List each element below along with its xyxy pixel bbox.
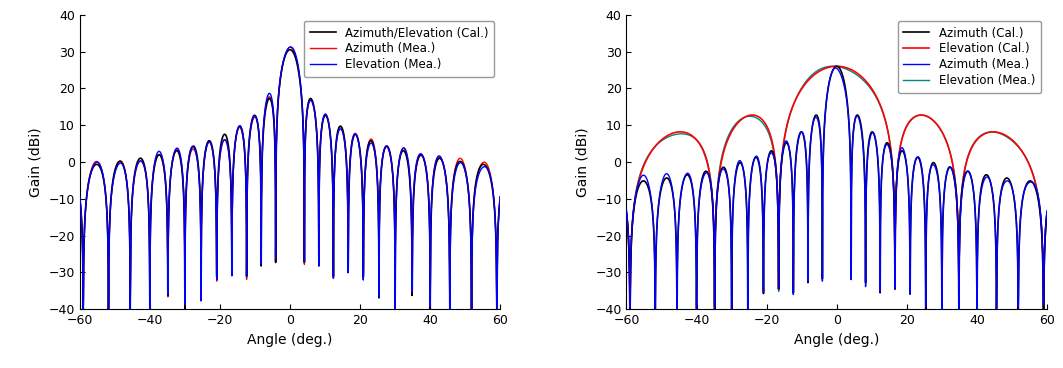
Azimuth (Mea.) <box>668 205 680 209</box>
Elevation (Cal.) <box>799 81 812 85</box>
Azimuth (Mea.) <box>829 66 842 70</box>
Azimuth/Elevation (Cal.) <box>77 307 89 311</box>
Line: Azimuth (Cal.): Azimuth (Cal.) <box>626 66 1047 309</box>
Line: Azimuth (Mea.): Azimuth (Mea.) <box>80 47 501 309</box>
Azimuth (Mea.) <box>486 183 499 187</box>
Elevation (Mea.) <box>77 307 89 311</box>
Elevation (Mea.) <box>486 184 499 189</box>
Azimuth/Elevation (Cal.) <box>284 47 297 52</box>
Azimuth/Elevation (Cal.) <box>494 195 507 199</box>
Azimuth (Cal.) <box>1041 211 1053 216</box>
Elevation (Cal.) <box>669 130 681 135</box>
Azimuth (Mea.) <box>147 176 159 180</box>
Azimuth/Elevation (Cal.) <box>147 177 159 181</box>
Azimuth (Cal.) <box>620 211 632 216</box>
Azimuth (Mea.) <box>620 209 632 213</box>
Azimuth (Cal.) <box>669 207 681 212</box>
Elevation (Mea.) <box>441 187 454 192</box>
Azimuth/Elevation (Cal.) <box>121 191 134 195</box>
Line: Elevation (Mea.): Elevation (Mea.) <box>626 66 1047 308</box>
Azimuth (Mea.) <box>235 127 248 131</box>
Azimuth (Cal.) <box>1032 202 1045 207</box>
Elevation (Mea.) <box>799 79 812 84</box>
Azimuth (Cal.) <box>799 155 812 159</box>
Azimuth/Elevation (Cal.) <box>73 195 86 199</box>
Azimuth (Mea.) <box>121 190 134 195</box>
Line: Elevation (Mea.): Elevation (Mea.) <box>80 47 501 309</box>
Elevation (Cal.) <box>830 64 843 68</box>
Azimuth (Mea.) <box>253 137 266 142</box>
Azimuth (Mea.) <box>77 307 89 311</box>
Elevation (Mea.) <box>620 208 632 213</box>
Elevation (Mea.) <box>147 174 159 179</box>
Elevation (Cal.) <box>988 130 1000 134</box>
Azimuth (Mea.) <box>73 195 86 199</box>
Legend: Azimuth (Cal.), Elevation (Cal.), Azimuth (Mea.), Elevation (Mea.): Azimuth (Cal.), Elevation (Cal.), Azimut… <box>897 21 1041 93</box>
Elevation (Mea.) <box>1032 199 1045 204</box>
X-axis label: Angle (deg.): Angle (deg.) <box>794 333 879 347</box>
Azimuth (Mea.) <box>799 153 812 157</box>
Elevation (Mea.) <box>781 121 794 125</box>
Y-axis label: Gain (dBi): Gain (dBi) <box>29 127 43 197</box>
Azimuth (Mea.) <box>1041 209 1053 213</box>
Legend: Azimuth/Elevation (Cal.), Azimuth (Mea.), Elevation (Mea.): Azimuth/Elevation (Cal.), Azimuth (Mea.)… <box>304 21 494 77</box>
Elevation (Mea.) <box>1041 208 1053 213</box>
Line: Azimuth (Mea.): Azimuth (Mea.) <box>626 68 1047 309</box>
Elevation (Cal.) <box>624 307 637 311</box>
Azimuth/Elevation (Cal.) <box>253 138 266 142</box>
Azimuth (Mea.) <box>284 45 297 49</box>
Azimuth (Mea.) <box>693 196 706 200</box>
Line: Elevation (Cal.): Elevation (Cal.) <box>626 66 1047 309</box>
Elevation (Mea.) <box>235 125 248 129</box>
Azimuth (Cal.) <box>830 64 843 68</box>
Elevation (Mea.) <box>253 137 266 141</box>
Azimuth/Elevation (Cal.) <box>235 125 248 130</box>
Elevation (Mea.) <box>988 130 1000 134</box>
X-axis label: Angle (deg.): Angle (deg.) <box>248 333 333 347</box>
Azimuth (Mea.) <box>441 186 454 191</box>
Elevation (Cal.) <box>1041 210 1053 215</box>
Elevation (Mea.) <box>73 195 86 199</box>
Elevation (Mea.) <box>494 195 507 199</box>
Azimuth (Cal.) <box>693 194 706 198</box>
Elevation (Mea.) <box>952 306 965 311</box>
Elevation (Cal.) <box>693 142 706 146</box>
Elevation (Mea.) <box>693 141 706 145</box>
Y-axis label: Gain (dBi): Gain (dBi) <box>576 127 590 197</box>
Azimuth/Elevation (Cal.) <box>486 186 499 190</box>
Azimuth (Mea.) <box>781 141 794 145</box>
Elevation (Mea.) <box>826 64 839 68</box>
Elevation (Mea.) <box>668 132 680 137</box>
Azimuth (Cal.) <box>624 307 637 311</box>
Elevation (Mea.) <box>284 45 297 49</box>
Elevation (Cal.) <box>1032 201 1045 205</box>
Azimuth (Cal.) <box>781 142 794 146</box>
Azimuth (Cal.) <box>988 202 1000 206</box>
Line: Azimuth/Elevation (Cal.): Azimuth/Elevation (Cal.) <box>80 50 501 309</box>
Elevation (Cal.) <box>620 210 632 215</box>
Elevation (Cal.) <box>781 119 794 124</box>
Elevation (Mea.) <box>121 190 134 195</box>
Azimuth/Elevation (Cal.) <box>441 185 454 190</box>
Azimuth (Mea.) <box>494 195 507 199</box>
Azimuth (Mea.) <box>1032 198 1045 203</box>
Azimuth (Mea.) <box>671 307 684 311</box>
Azimuth (Mea.) <box>988 201 1000 205</box>
